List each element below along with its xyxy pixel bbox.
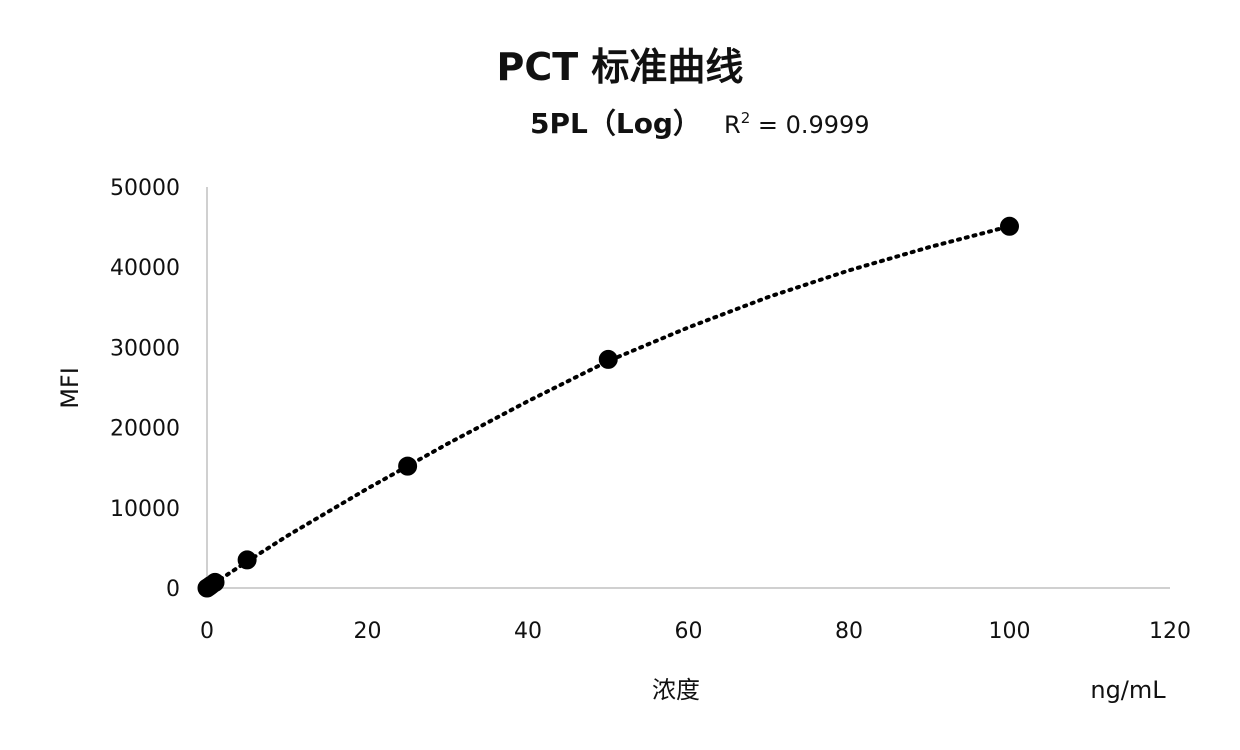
- r2-value: = 0.9999: [750, 111, 869, 139]
- r2-superscript: 2: [741, 109, 751, 127]
- y-tick-label-5: 50000: [110, 176, 180, 201]
- y-tick-label-2: 20000: [110, 417, 180, 442]
- x-tick-label-3: 60: [675, 619, 703, 644]
- x-axis-unit: ng/mL: [1090, 676, 1166, 704]
- chart-subtitle: 5PL（Log）: [530, 107, 701, 140]
- y-tick-label-1: 10000: [110, 497, 180, 522]
- y-axis-title: MFI: [56, 367, 84, 409]
- plot-area: 0 10000 20000 30000 40000 50000 0 20 40 60 80 100 12…: [110, 176, 1191, 644]
- r2-annotation: R2 = 0.9999: [724, 109, 870, 139]
- data-point-0-4: [238, 551, 256, 569]
- y-tick-label-0: 0: [166, 577, 180, 602]
- y-tick-label-3: 30000: [110, 336, 180, 361]
- x-tick-label-5: 100: [989, 619, 1031, 644]
- data-point-0-3: [206, 573, 224, 591]
- data-point-0-6: [599, 350, 617, 368]
- chart-title: PCT 标准曲线: [497, 45, 744, 89]
- trendline-5pl: [207, 226, 1010, 588]
- x-axis-title: 浓度: [652, 676, 700, 704]
- x-tick-label-2: 40: [514, 619, 542, 644]
- data-point-0-7: [1001, 217, 1019, 235]
- x-tick-label-4: 80: [835, 619, 863, 644]
- x-tick-label-1: 20: [354, 619, 382, 644]
- y-tick-label-4: 40000: [110, 256, 180, 281]
- r2-label: R: [724, 111, 741, 139]
- x-tick-label-6: 120: [1149, 619, 1191, 644]
- data-point-0-5: [399, 457, 417, 475]
- x-tick-label-0: 0: [200, 619, 214, 644]
